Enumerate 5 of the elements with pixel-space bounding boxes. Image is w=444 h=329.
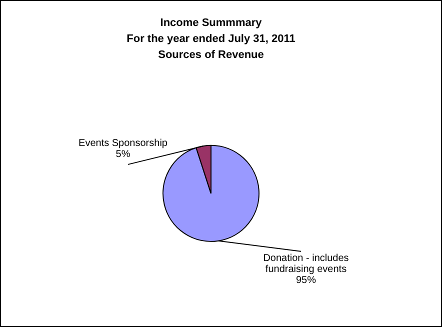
slice-label: Events Sponsorship	[78, 138, 168, 150]
data-label: 5%	[116, 149, 130, 160]
chart-title: Income Summmary For the year ended July 31, 2011 Sources of Revenue	[126, 17, 296, 61]
slice-label: Donation - includes fundraising events	[263, 253, 349, 276]
data-label: 95%	[296, 275, 316, 286]
